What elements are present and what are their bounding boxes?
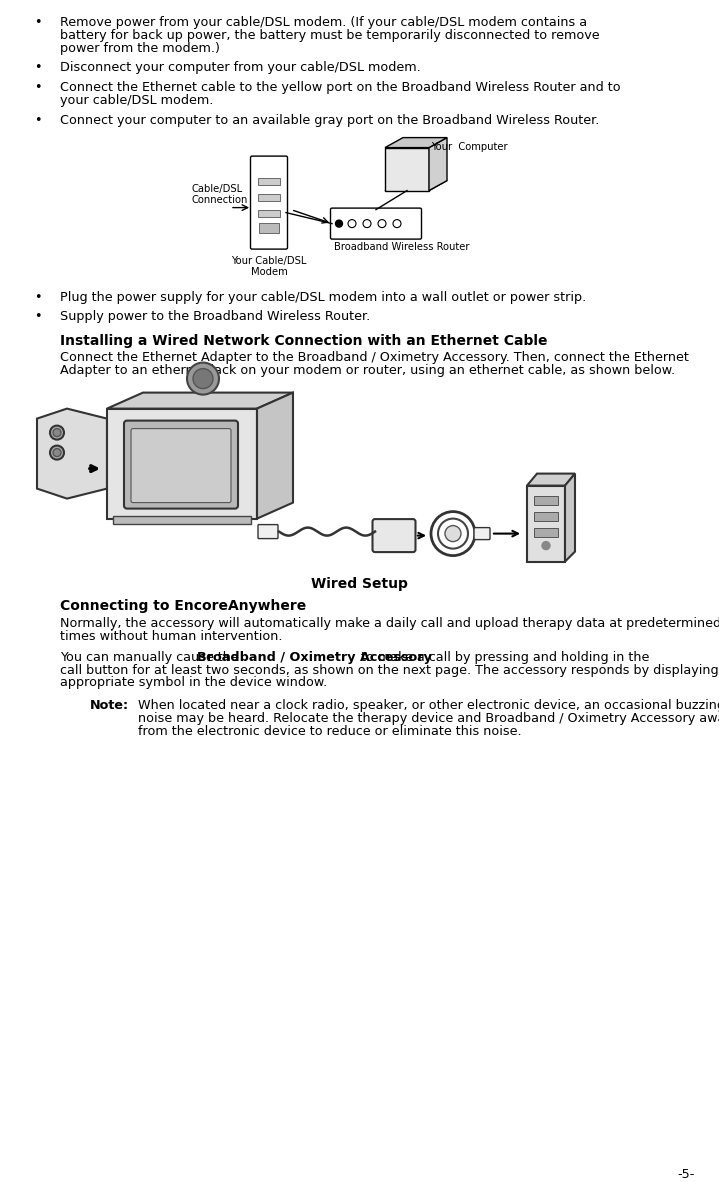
Circle shape bbox=[348, 220, 356, 228]
Text: Connect the Ethernet cable to the yellow port on the Broadband Wireless Router a: Connect the Ethernet cable to the yellow… bbox=[60, 82, 620, 95]
Polygon shape bbox=[565, 474, 575, 561]
Circle shape bbox=[336, 220, 342, 227]
Polygon shape bbox=[429, 137, 447, 190]
Text: -5-: -5- bbox=[677, 1168, 695, 1181]
Text: •: • bbox=[35, 61, 42, 74]
Text: from the electronic device to reduce or eliminate this noise.: from the electronic device to reduce or … bbox=[138, 725, 521, 738]
Bar bbox=[258, 209, 280, 216]
Bar bbox=[258, 177, 280, 184]
Text: Your Cable/DSL
Modem: Your Cable/DSL Modem bbox=[232, 255, 307, 278]
Circle shape bbox=[445, 526, 461, 541]
Text: Note:: Note: bbox=[90, 700, 129, 713]
Bar bbox=[259, 222, 279, 233]
Text: You can manually cause the: You can manually cause the bbox=[60, 651, 243, 664]
Polygon shape bbox=[107, 409, 257, 519]
Text: times without human intervention.: times without human intervention. bbox=[60, 630, 283, 643]
Text: Broadband Wireless Router: Broadband Wireless Router bbox=[334, 241, 470, 252]
FancyBboxPatch shape bbox=[372, 519, 416, 552]
Text: call button for at least two seconds, as shown on the next page. The accessory r: call button for at least two seconds, as… bbox=[60, 663, 719, 676]
FancyBboxPatch shape bbox=[131, 429, 231, 502]
Text: noise may be heard. Relocate the therapy device and Broadband / Oximetry Accesso: noise may be heard. Relocate the therapy… bbox=[138, 712, 719, 725]
Polygon shape bbox=[37, 409, 107, 499]
Circle shape bbox=[438, 519, 468, 548]
Bar bbox=[534, 527, 558, 537]
Circle shape bbox=[431, 512, 475, 556]
Text: to make a call by pressing and holding in the: to make a call by pressing and holding i… bbox=[357, 651, 649, 664]
Text: Remove power from your cable/DSL modem. (If your cable/DSL modem contains a: Remove power from your cable/DSL modem. … bbox=[60, 17, 587, 30]
FancyBboxPatch shape bbox=[250, 156, 288, 249]
Circle shape bbox=[50, 426, 64, 440]
Text: Supply power to the Broadband Wireless Router.: Supply power to the Broadband Wireless R… bbox=[60, 311, 370, 324]
Text: •: • bbox=[35, 82, 42, 95]
Polygon shape bbox=[527, 474, 575, 486]
Text: Your  Computer: Your Computer bbox=[431, 142, 508, 151]
Circle shape bbox=[363, 220, 371, 228]
Polygon shape bbox=[107, 392, 293, 409]
Text: appropriate symbol in the device window.: appropriate symbol in the device window. bbox=[60, 676, 327, 689]
FancyBboxPatch shape bbox=[331, 208, 421, 239]
FancyBboxPatch shape bbox=[124, 421, 238, 508]
Text: •: • bbox=[35, 311, 42, 324]
Bar bbox=[534, 512, 558, 520]
Text: Installing a Wired Network Connection with an Ethernet Cable: Installing a Wired Network Connection wi… bbox=[60, 335, 547, 349]
Text: your cable/DSL modem.: your cable/DSL modem. bbox=[60, 95, 214, 108]
Bar bbox=[258, 194, 280, 201]
Text: Connect your computer to an available gray port on the Broadband Wireless Router: Connect your computer to an available gr… bbox=[60, 113, 600, 126]
Circle shape bbox=[187, 363, 219, 395]
Text: power from the modem.): power from the modem.) bbox=[60, 41, 220, 54]
Text: battery for back up power, the battery must be temporarily disconnected to remov: battery for back up power, the battery m… bbox=[60, 28, 600, 41]
FancyBboxPatch shape bbox=[258, 525, 278, 539]
Bar bbox=[113, 515, 251, 524]
Circle shape bbox=[53, 449, 61, 456]
Text: Adapter to an ethernet jack on your modem or router, using an ethernet cable, as: Adapter to an ethernet jack on your mode… bbox=[60, 364, 675, 377]
Text: Connecting to EncoreAnywhere: Connecting to EncoreAnywhere bbox=[60, 599, 306, 613]
Text: •: • bbox=[35, 113, 42, 126]
FancyBboxPatch shape bbox=[474, 527, 490, 540]
Text: Connect the Ethernet Adapter to the Broadband / Oximetry Accessory. Then, connec: Connect the Ethernet Adapter to the Broa… bbox=[60, 351, 689, 364]
Polygon shape bbox=[527, 486, 565, 561]
Text: Disconnect your computer from your cable/DSL modem.: Disconnect your computer from your cable… bbox=[60, 61, 421, 74]
Circle shape bbox=[50, 446, 64, 460]
Circle shape bbox=[378, 220, 386, 228]
Text: Cable/DSL
Connection: Cable/DSL Connection bbox=[192, 183, 248, 206]
Text: Broadband / Oximetry Accessory: Broadband / Oximetry Accessory bbox=[197, 651, 432, 664]
Polygon shape bbox=[385, 148, 429, 190]
Circle shape bbox=[542, 541, 550, 550]
Circle shape bbox=[53, 429, 61, 436]
Bar bbox=[534, 495, 558, 505]
Text: •: • bbox=[35, 17, 42, 30]
Polygon shape bbox=[385, 181, 447, 190]
Text: Plug the power supply for your cable/DSL modem into a wall outlet or power strip: Plug the power supply for your cable/DSL… bbox=[60, 291, 586, 304]
Circle shape bbox=[193, 369, 213, 389]
Circle shape bbox=[393, 220, 401, 228]
Text: Normally, the accessory will automatically make a daily call and upload therapy : Normally, the accessory will automatical… bbox=[60, 617, 719, 630]
Polygon shape bbox=[385, 137, 447, 148]
Text: •: • bbox=[35, 291, 42, 304]
Text: Wired Setup: Wired Setup bbox=[311, 577, 408, 591]
Text: When located near a clock radio, speaker, or other electronic device, an occasio: When located near a clock radio, speaker… bbox=[138, 700, 719, 713]
Polygon shape bbox=[257, 392, 293, 519]
